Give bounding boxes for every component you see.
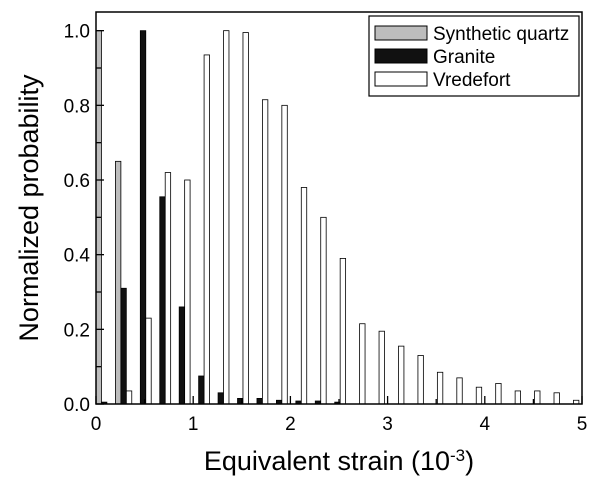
bar-vredefort <box>300 187 308 405</box>
bar-vredefort <box>553 392 560 405</box>
y-tick-label: 0.2 <box>64 320 90 341</box>
x-tick-label: 5 <box>577 414 588 435</box>
bar-granite <box>198 375 205 405</box>
bar-vredefort <box>184 179 191 405</box>
bar-vredefort <box>534 390 541 405</box>
bar-vredefort <box>359 323 366 405</box>
y-tick-label: 0.0 <box>64 395 90 416</box>
bar-vredefort <box>281 104 288 405</box>
bar-vredefort <box>514 390 521 405</box>
bar-granite <box>120 287 127 405</box>
x-tick-label: 4 <box>480 414 491 435</box>
y-tick-label: 0.4 <box>64 246 91 267</box>
bar-granite <box>159 196 166 405</box>
x-tick-label: 2 <box>285 414 296 435</box>
legend-label: Vredefort <box>433 70 511 91</box>
bar-vredefort <box>145 317 152 405</box>
bar-vredefort <box>320 216 327 405</box>
bar-vredefort <box>495 383 502 405</box>
bar-vredefort <box>398 345 405 405</box>
y-tick-label: 0.6 <box>64 171 90 192</box>
bar-vredefort <box>456 377 463 405</box>
bar-vredefort <box>203 54 210 405</box>
x-tick-label: 1 <box>188 414 199 435</box>
axis-ticks <box>95 30 583 405</box>
bar-vredefort <box>417 355 424 405</box>
x-tick-label: 3 <box>382 414 393 435</box>
bar-granite <box>178 306 186 405</box>
bar-vredefort <box>125 390 133 405</box>
legend-label: Granite <box>433 47 495 68</box>
x-axis-title: Equivalent strain (10-3) <box>204 446 474 477</box>
legend-label: Synthetic quartz <box>433 24 569 45</box>
bar-vredefort <box>164 172 172 405</box>
legend-swatch <box>374 48 428 64</box>
x-tick-label: 0 <box>91 414 102 435</box>
y-tick-label: 1.0 <box>64 22 90 43</box>
bar-synthetic-quartz <box>115 160 122 405</box>
bar-vredefort <box>339 257 347 405</box>
bar-granite <box>217 392 224 405</box>
bar-granite <box>256 397 263 405</box>
y-tick-label: 0.8 <box>64 96 90 117</box>
bar-vredefort <box>242 32 249 405</box>
bar-vredefort <box>378 330 385 405</box>
y-axis-title: Normalized probability <box>14 74 44 342</box>
y-tick-labels: 0.0 0.2 0.4 0.6 0.8 1.0 <box>64 22 91 416</box>
legend-swatch <box>374 25 428 41</box>
bar-vredefort <box>223 30 230 405</box>
bar-vredefort <box>475 386 483 405</box>
x-axis-title-exponent: -3 <box>450 446 465 465</box>
legend-swatch <box>374 71 428 87</box>
x-tick-labels: 0 1 2 3 4 5 <box>91 414 588 435</box>
bar-vredefort <box>436 371 444 405</box>
bars-layer <box>95 30 580 405</box>
bar-granite <box>139 30 147 405</box>
bar-vredefort <box>262 99 269 405</box>
